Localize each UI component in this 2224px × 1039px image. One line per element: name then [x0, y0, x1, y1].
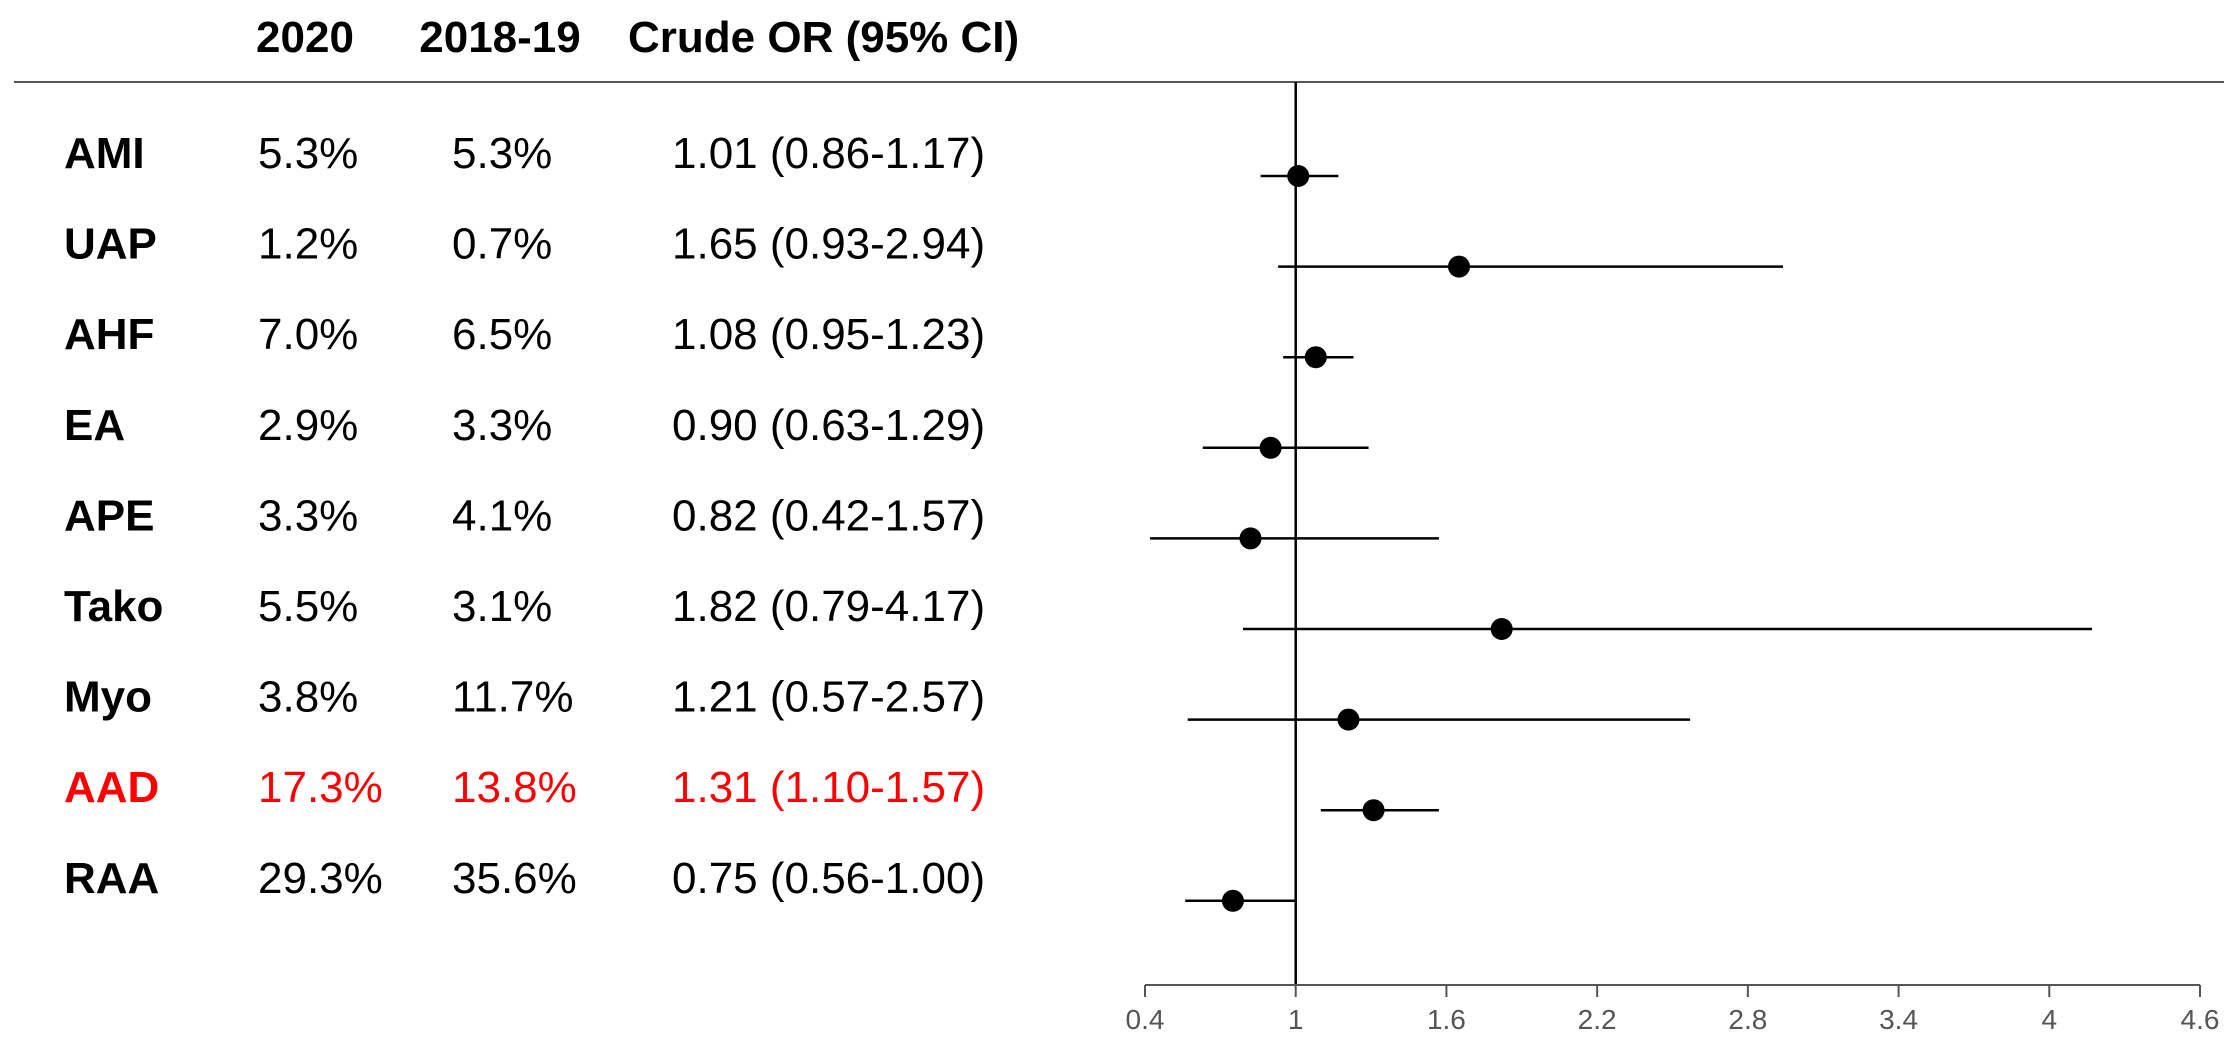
table-row: Myo 3.8% 11.7% 1.21 (0.57-2.57) [64, 673, 985, 722]
header-2020: 2020 [256, 13, 354, 62]
cell-crude-or: 1.31 (1.10-1.57) [672, 763, 985, 812]
x-tick-label: 4.6 [2181, 1004, 2220, 1035]
cell-crude-or: 1.01 (0.86-1.17) [672, 129, 985, 178]
row-label: Myo [64, 673, 152, 722]
table-row: AAD 17.3% 13.8% 1.31 (1.10-1.57) [64, 763, 985, 812]
row-label: Tako [64, 582, 163, 631]
x-tick-label: 3.4 [1879, 1004, 1918, 1035]
table-row: UAP 1.2% 0.7% 1.65 (0.93-2.94) [64, 220, 985, 269]
or-point-myo [1337, 708, 1360, 731]
cell-crude-or: 0.82 (0.42-1.57) [672, 491, 985, 540]
cell-2018-19: 11.7% [452, 673, 574, 722]
or-point-ahf [1304, 346, 1327, 369]
row-label: RAA [64, 854, 159, 903]
table-row: EA 2.9% 3.3% 0.90 (0.63-1.29) [64, 401, 985, 450]
table-row: AMI 5.3% 5.3% 1.01 (0.86-1.17) [64, 129, 985, 178]
table-row: AHF 7.0% 6.5% 1.08 (0.95-1.23) [64, 310, 985, 359]
plot-area: 0.4 1 1.6 2.2 2.8 3.4 4 4.6 [1126, 82, 2220, 1035]
or-point-ami [1287, 165, 1310, 187]
table-header: 2020 2018-19 Crude OR (95% CI) [256, 13, 1019, 62]
cell-2018-19: 4.1% [452, 491, 552, 540]
table-row: APE 3.3% 4.1% 0.82 (0.42-1.57) [64, 491, 985, 540]
row-label: EA [64, 401, 125, 450]
cell-crude-or: 1.65 (0.93-2.94) [672, 220, 985, 269]
cell-2020: 2.9% [258, 401, 358, 450]
row-label: APE [64, 491, 154, 540]
cell-2020: 29.3% [258, 854, 383, 903]
table-rows: AMI 5.3% 5.3% 1.01 (0.86-1.17) UAP 1.2% 0.7% 1.… [64, 129, 985, 903]
cell-2020: 3.8% [258, 673, 358, 722]
cell-2018-19: 35.6% [452, 854, 577, 903]
cell-2018-19: 5.3% [452, 129, 552, 178]
cell-2020: 17.3% [258, 763, 383, 812]
cell-crude-or: 1.08 (0.95-1.23) [672, 310, 985, 359]
header-crude-or: Crude OR (95% CI) [628, 13, 1019, 62]
or-point-uap [1447, 255, 1470, 278]
cell-2018-19: 0.7% [452, 220, 552, 269]
cell-2018-19: 13.8% [452, 763, 577, 812]
x-tick-label: 1 [1288, 1004, 1304, 1035]
x-tick-label: 0.4 [1126, 1004, 1165, 1035]
row-label: AAD [64, 763, 159, 812]
row-label: UAP [64, 220, 157, 269]
cell-2018-19: 3.1% [452, 582, 552, 631]
cell-2018-19: 6.5% [452, 310, 552, 359]
x-tick-label: 2.2 [1578, 1004, 1617, 1035]
cell-2020: 5.5% [258, 582, 358, 631]
table-row: RAA 29.3% 35.6% 0.75 (0.56-1.00) [64, 854, 985, 903]
row-label: AHF [64, 310, 154, 359]
cell-crude-or: 1.82 (0.79-4.17) [672, 582, 985, 631]
cell-2020: 7.0% [258, 310, 358, 359]
cell-2018-19: 3.3% [452, 401, 552, 450]
cell-2020: 5.3% [258, 129, 358, 178]
x-tick-label: 2.8 [1728, 1004, 1767, 1035]
x-tick-label: 1.6 [1427, 1004, 1466, 1035]
or-point-aad [1362, 799, 1385, 822]
x-tick-label: 4 [2041, 1004, 2057, 1035]
or-point-ape [1239, 527, 1262, 550]
cell-crude-or: 0.90 (0.63-1.29) [672, 401, 985, 450]
or-point-tako [1490, 618, 1513, 640]
table-row: Tako 5.5% 3.1% 1.82 (0.79-4.17) [64, 582, 985, 631]
row-label: AMI [64, 129, 145, 178]
cell-crude-or: 0.75 (0.56-1.00) [672, 854, 985, 903]
cell-crude-or: 1.21 (0.57-2.57) [672, 673, 985, 722]
cell-2020: 1.2% [258, 220, 358, 269]
cell-2020: 3.3% [258, 491, 358, 540]
or-point-raa [1221, 889, 1244, 912]
header-2018-19: 2018-19 [419, 13, 580, 62]
or-point-ea [1259, 436, 1282, 459]
